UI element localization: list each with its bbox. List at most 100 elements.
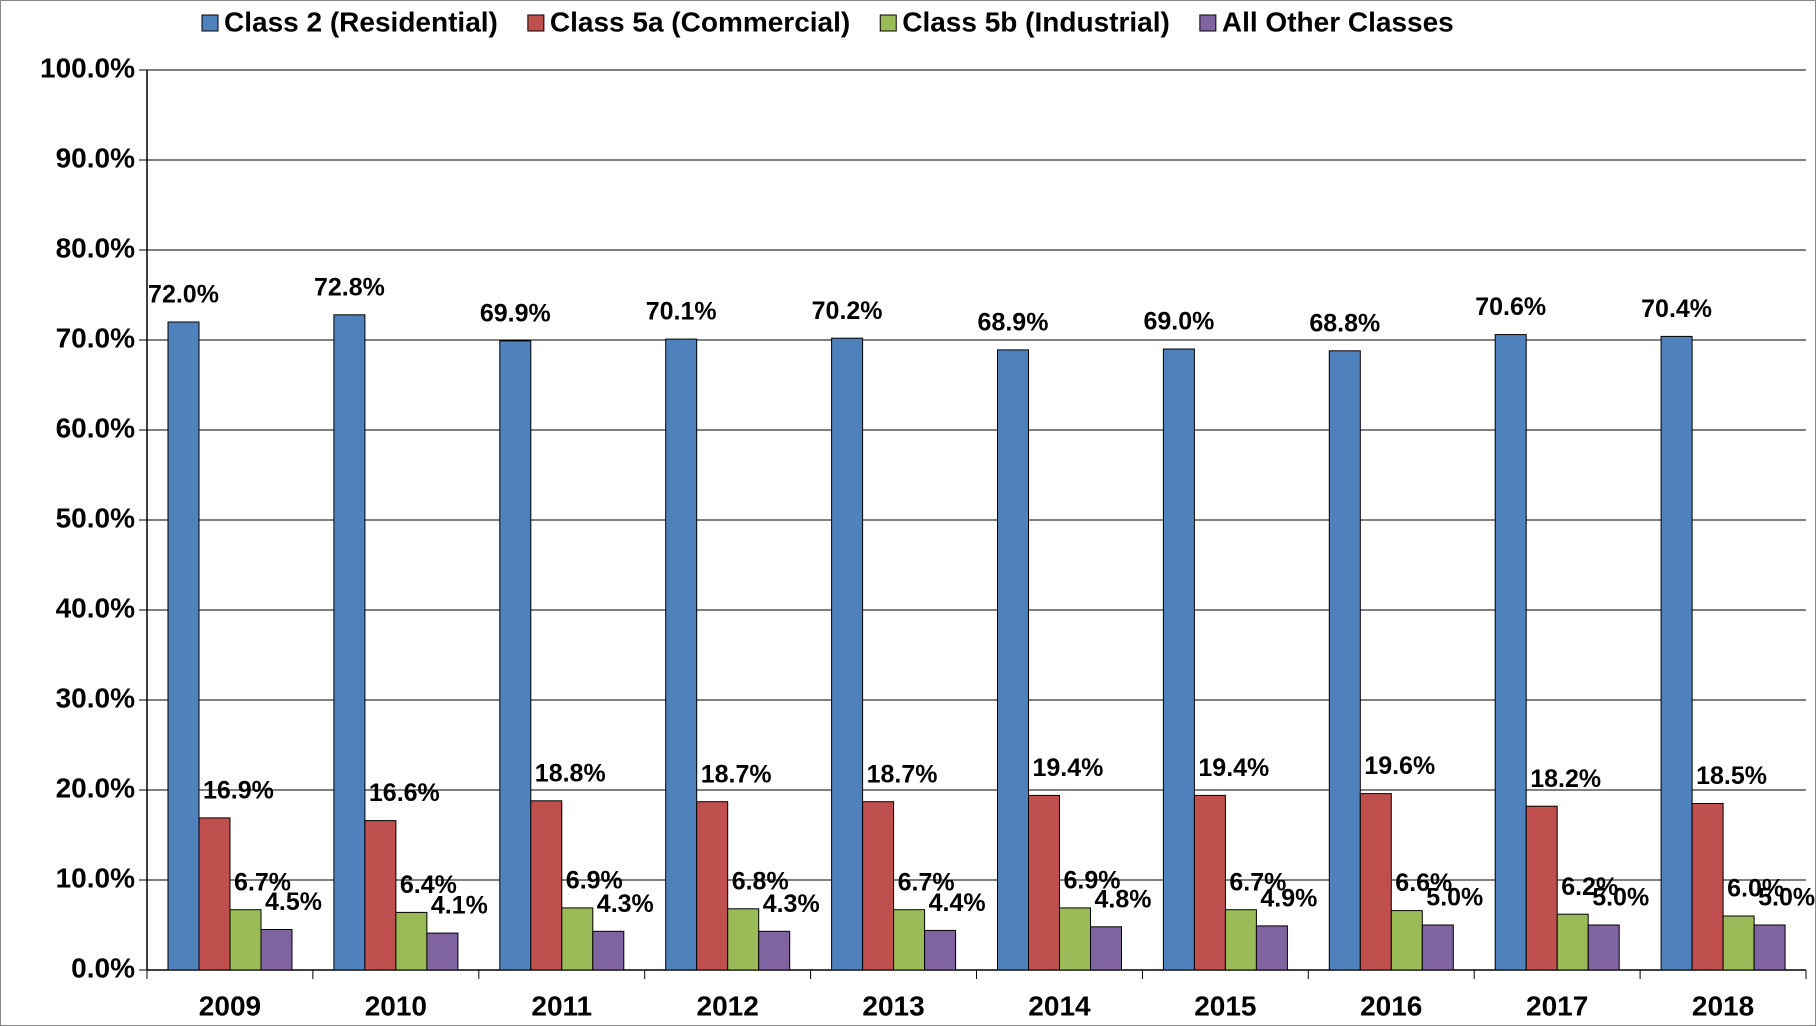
bar: [893, 909, 926, 971]
data-label: 72.8%: [314, 273, 385, 301]
data-label: 19.4%: [1033, 754, 1104, 782]
bar: [1494, 334, 1527, 971]
data-label: 18.5%: [1696, 762, 1767, 790]
bar: [1421, 924, 1454, 971]
y-tick-label: 0.0%: [71, 952, 135, 983]
bar: [1224, 909, 1257, 971]
bar: [592, 930, 625, 971]
data-label: 69.9%: [480, 300, 551, 328]
bar: [1722, 915, 1755, 971]
bar: [997, 349, 1029, 971]
bar: [727, 908, 760, 971]
legend-label: All Other Classes: [1222, 6, 1454, 37]
bar: [1193, 794, 1226, 971]
bar: [1660, 335, 1693, 971]
bar: [1059, 907, 1091, 971]
bar: [333, 314, 366, 971]
data-label: 18.8%: [535, 759, 606, 787]
data-label: 16.6%: [369, 779, 440, 807]
data-label: 19.4%: [1198, 754, 1269, 782]
bar: [1753, 924, 1786, 971]
data-label: 4.8%: [1095, 885, 1152, 913]
bar: [426, 932, 459, 971]
legend-swatch: [201, 14, 219, 32]
data-label: 6.0%: [1727, 875, 1784, 903]
bar: [862, 801, 895, 971]
legend-swatch: [1199, 14, 1217, 32]
data-label: 6.6%: [1395, 869, 1452, 897]
bar: [1359, 793, 1392, 971]
data-label: 4.5%: [265, 888, 322, 916]
bar: [924, 929, 957, 971]
data-label: 16.9%: [203, 777, 274, 805]
y-tick-label: 90.0%: [56, 142, 135, 173]
data-label: 70.4%: [1641, 295, 1712, 323]
data-label: 72.0%: [148, 281, 219, 309]
legend-swatch: [527, 14, 545, 32]
x-tick-label: 2017: [1526, 990, 1588, 1021]
bar: [364, 820, 397, 971]
bar: [1525, 805, 1558, 971]
y-tick-label: 30.0%: [56, 682, 135, 713]
bar: [1390, 910, 1423, 971]
data-label: 18.7%: [701, 760, 772, 788]
data-label: 6.9%: [566, 867, 623, 895]
bar: [696, 801, 729, 971]
x-tick-label: 2009: [199, 990, 261, 1021]
data-label: 6.8%: [732, 867, 789, 895]
legend-swatch: [879, 14, 897, 32]
x-tick-label: 2011: [531, 990, 592, 1021]
y-tick-label: 20.0%: [56, 772, 135, 803]
legend-label: Class 5b (Industrial): [902, 6, 1170, 37]
x-tick-label: 2018: [1692, 990, 1754, 1021]
bar: [1090, 926, 1122, 971]
bar: [167, 321, 200, 971]
bar: [1587, 924, 1620, 971]
y-tick-label: 10.0%: [56, 862, 135, 893]
bar: [395, 911, 428, 971]
y-tick-label: 80.0%: [56, 232, 135, 263]
bar: [1162, 348, 1195, 971]
x-tick-label: 2014: [1028, 990, 1091, 1021]
data-label: 5.0%: [1426, 884, 1483, 912]
data-label: 6.9%: [1064, 867, 1121, 895]
y-tick-label: 40.0%: [56, 592, 135, 623]
data-label: 18.7%: [867, 760, 938, 788]
x-tick-label: 2013: [862, 990, 924, 1021]
data-label: 6.7%: [898, 868, 955, 896]
bar: [229, 909, 262, 971]
bar: [1028, 794, 1060, 971]
bar: [1328, 350, 1361, 971]
data-label: 70.1%: [646, 298, 717, 326]
data-label: 6.4%: [400, 871, 457, 899]
bar: [530, 800, 563, 971]
x-tick-label: 2010: [365, 990, 427, 1021]
bar: [198, 817, 231, 971]
data-label: 4.3%: [763, 890, 820, 918]
x-tick-label: 2016: [1360, 990, 1422, 1021]
data-label: 4.3%: [597, 890, 654, 918]
data-label: 69.0%: [1143, 308, 1214, 336]
data-label: 6.7%: [1229, 868, 1286, 896]
bar: [260, 929, 293, 971]
data-label: 19.6%: [1364, 752, 1435, 780]
bar: [1691, 803, 1724, 971]
x-tick-label: 2012: [697, 990, 759, 1021]
bar: [758, 930, 791, 971]
data-label: 70.6%: [1475, 293, 1546, 321]
data-label: 4.9%: [1260, 885, 1317, 913]
data-label: 4.1%: [431, 892, 488, 920]
y-tick-label: 50.0%: [56, 502, 135, 533]
y-tick-label: 100.0%: [40, 52, 135, 83]
legend-label: Class 2 (Residential): [224, 6, 498, 37]
bar: [665, 338, 698, 971]
data-label: 68.9%: [978, 309, 1049, 337]
data-label: 5.0%: [1592, 884, 1649, 912]
bar: [831, 337, 864, 971]
y-tick-label: 70.0%: [56, 322, 135, 353]
data-label: 70.2%: [812, 297, 883, 325]
x-tick-label: 2015: [1194, 990, 1256, 1021]
bar: [561, 907, 594, 971]
